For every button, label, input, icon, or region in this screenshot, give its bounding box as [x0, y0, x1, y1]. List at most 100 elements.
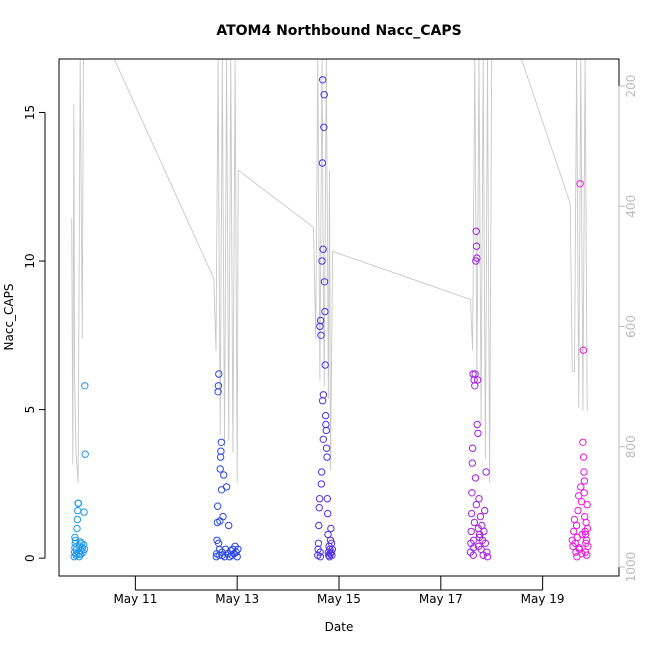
data-point	[74, 499, 83, 507]
data-point	[81, 382, 89, 390]
data-point	[581, 512, 589, 521]
data-point	[317, 331, 325, 339]
data-point	[220, 471, 228, 479]
data-point	[472, 227, 480, 236]
data-point	[323, 453, 331, 461]
data-point	[480, 527, 488, 536]
data-point	[217, 438, 226, 446]
data-point	[574, 506, 582, 515]
data-point	[318, 468, 326, 476]
data-point	[583, 551, 591, 559]
data-point	[320, 91, 328, 99]
data-point	[316, 553, 324, 561]
plot-frame	[58, 58, 620, 577]
y-right-tick-label: 1000	[624, 552, 638, 583]
data-point	[471, 474, 480, 482]
data-point	[328, 545, 336, 553]
data-point	[472, 501, 480, 509]
data-point	[316, 316, 325, 325]
data-point	[73, 524, 81, 533]
data-point	[314, 539, 323, 547]
data-point	[319, 245, 327, 253]
data-point	[470, 536, 478, 544]
data-point	[222, 483, 231, 491]
data-point	[80, 545, 89, 553]
data-point	[575, 492, 583, 500]
data-point	[80, 541, 88, 549]
data-point	[215, 370, 223, 378]
data-point	[468, 489, 476, 497]
data-point	[218, 551, 227, 559]
data-point	[327, 524, 335, 533]
data-point	[474, 429, 482, 438]
data-point	[570, 527, 578, 536]
data-point	[217, 447, 225, 455]
data-point	[322, 444, 331, 452]
data-point	[321, 411, 330, 420]
data-point	[579, 453, 588, 461]
data-point	[71, 533, 79, 542]
data-point	[476, 512, 485, 521]
chart-title: ATOM4 Northbound Nacc_CAPS	[216, 23, 461, 39]
y-right-tick-label: 800	[624, 435, 638, 458]
data-point	[468, 444, 477, 452]
data-point	[318, 397, 327, 405]
data-point	[475, 495, 483, 503]
overlay-line	[71, 59, 588, 483]
data-point	[80, 508, 88, 516]
data-point	[469, 551, 477, 559]
data-point	[583, 501, 591, 509]
data-point	[471, 382, 479, 390]
data-point	[315, 504, 323, 512]
y-axis-left: 0 5 10 15	[23, 105, 46, 562]
data-point	[214, 382, 223, 390]
data-point	[577, 498, 586, 506]
data-point	[580, 489, 588, 497]
data-point	[225, 521, 233, 530]
data-point	[570, 515, 579, 524]
data-point	[320, 123, 328, 132]
data-point	[575, 544, 583, 552]
data-point	[482, 468, 490, 476]
y-tick-label: 5	[23, 406, 37, 414]
data-point	[576, 180, 584, 188]
y-tick-label: 0	[23, 554, 37, 562]
data-point	[321, 307, 329, 316]
data-point	[326, 550, 334, 558]
data-point	[468, 459, 476, 467]
data-point	[323, 495, 331, 503]
data-point	[219, 512, 227, 521]
data-point	[473, 376, 482, 384]
data-point	[467, 527, 475, 536]
y-axis-right: 200 400 600 800 1000	[618, 75, 638, 583]
data-point	[473, 420, 481, 429]
data-point	[475, 533, 484, 542]
data-point	[73, 515, 82, 524]
data-point	[473, 254, 481, 262]
data-point	[578, 550, 586, 558]
plot-area	[70, 59, 592, 561]
data-point	[580, 468, 588, 476]
data-point	[216, 465, 224, 473]
data-point	[579, 438, 587, 446]
data-point	[214, 502, 222, 510]
data-point	[71, 536, 80, 544]
data-point	[481, 506, 489, 515]
y-tick-label: 15	[23, 105, 37, 120]
data-point	[467, 509, 476, 518]
data-point	[75, 553, 83, 561]
y-right-tick-label: 600	[624, 315, 638, 338]
data-point	[581, 530, 590, 539]
y-axis-label: Nacc_CAPS	[2, 284, 16, 351]
data-point	[580, 477, 589, 485]
data-point	[577, 483, 585, 491]
y-right-tick-label: 400	[624, 195, 638, 218]
data-point	[319, 391, 328, 399]
data-point	[470, 518, 479, 527]
data-point	[584, 542, 592, 550]
x-tick-label: May 11	[113, 592, 157, 606]
data-point	[483, 553, 492, 561]
x-tick-label: May 13	[215, 592, 259, 606]
x-tick-label: May 19	[521, 592, 565, 606]
data-point	[324, 509, 332, 518]
